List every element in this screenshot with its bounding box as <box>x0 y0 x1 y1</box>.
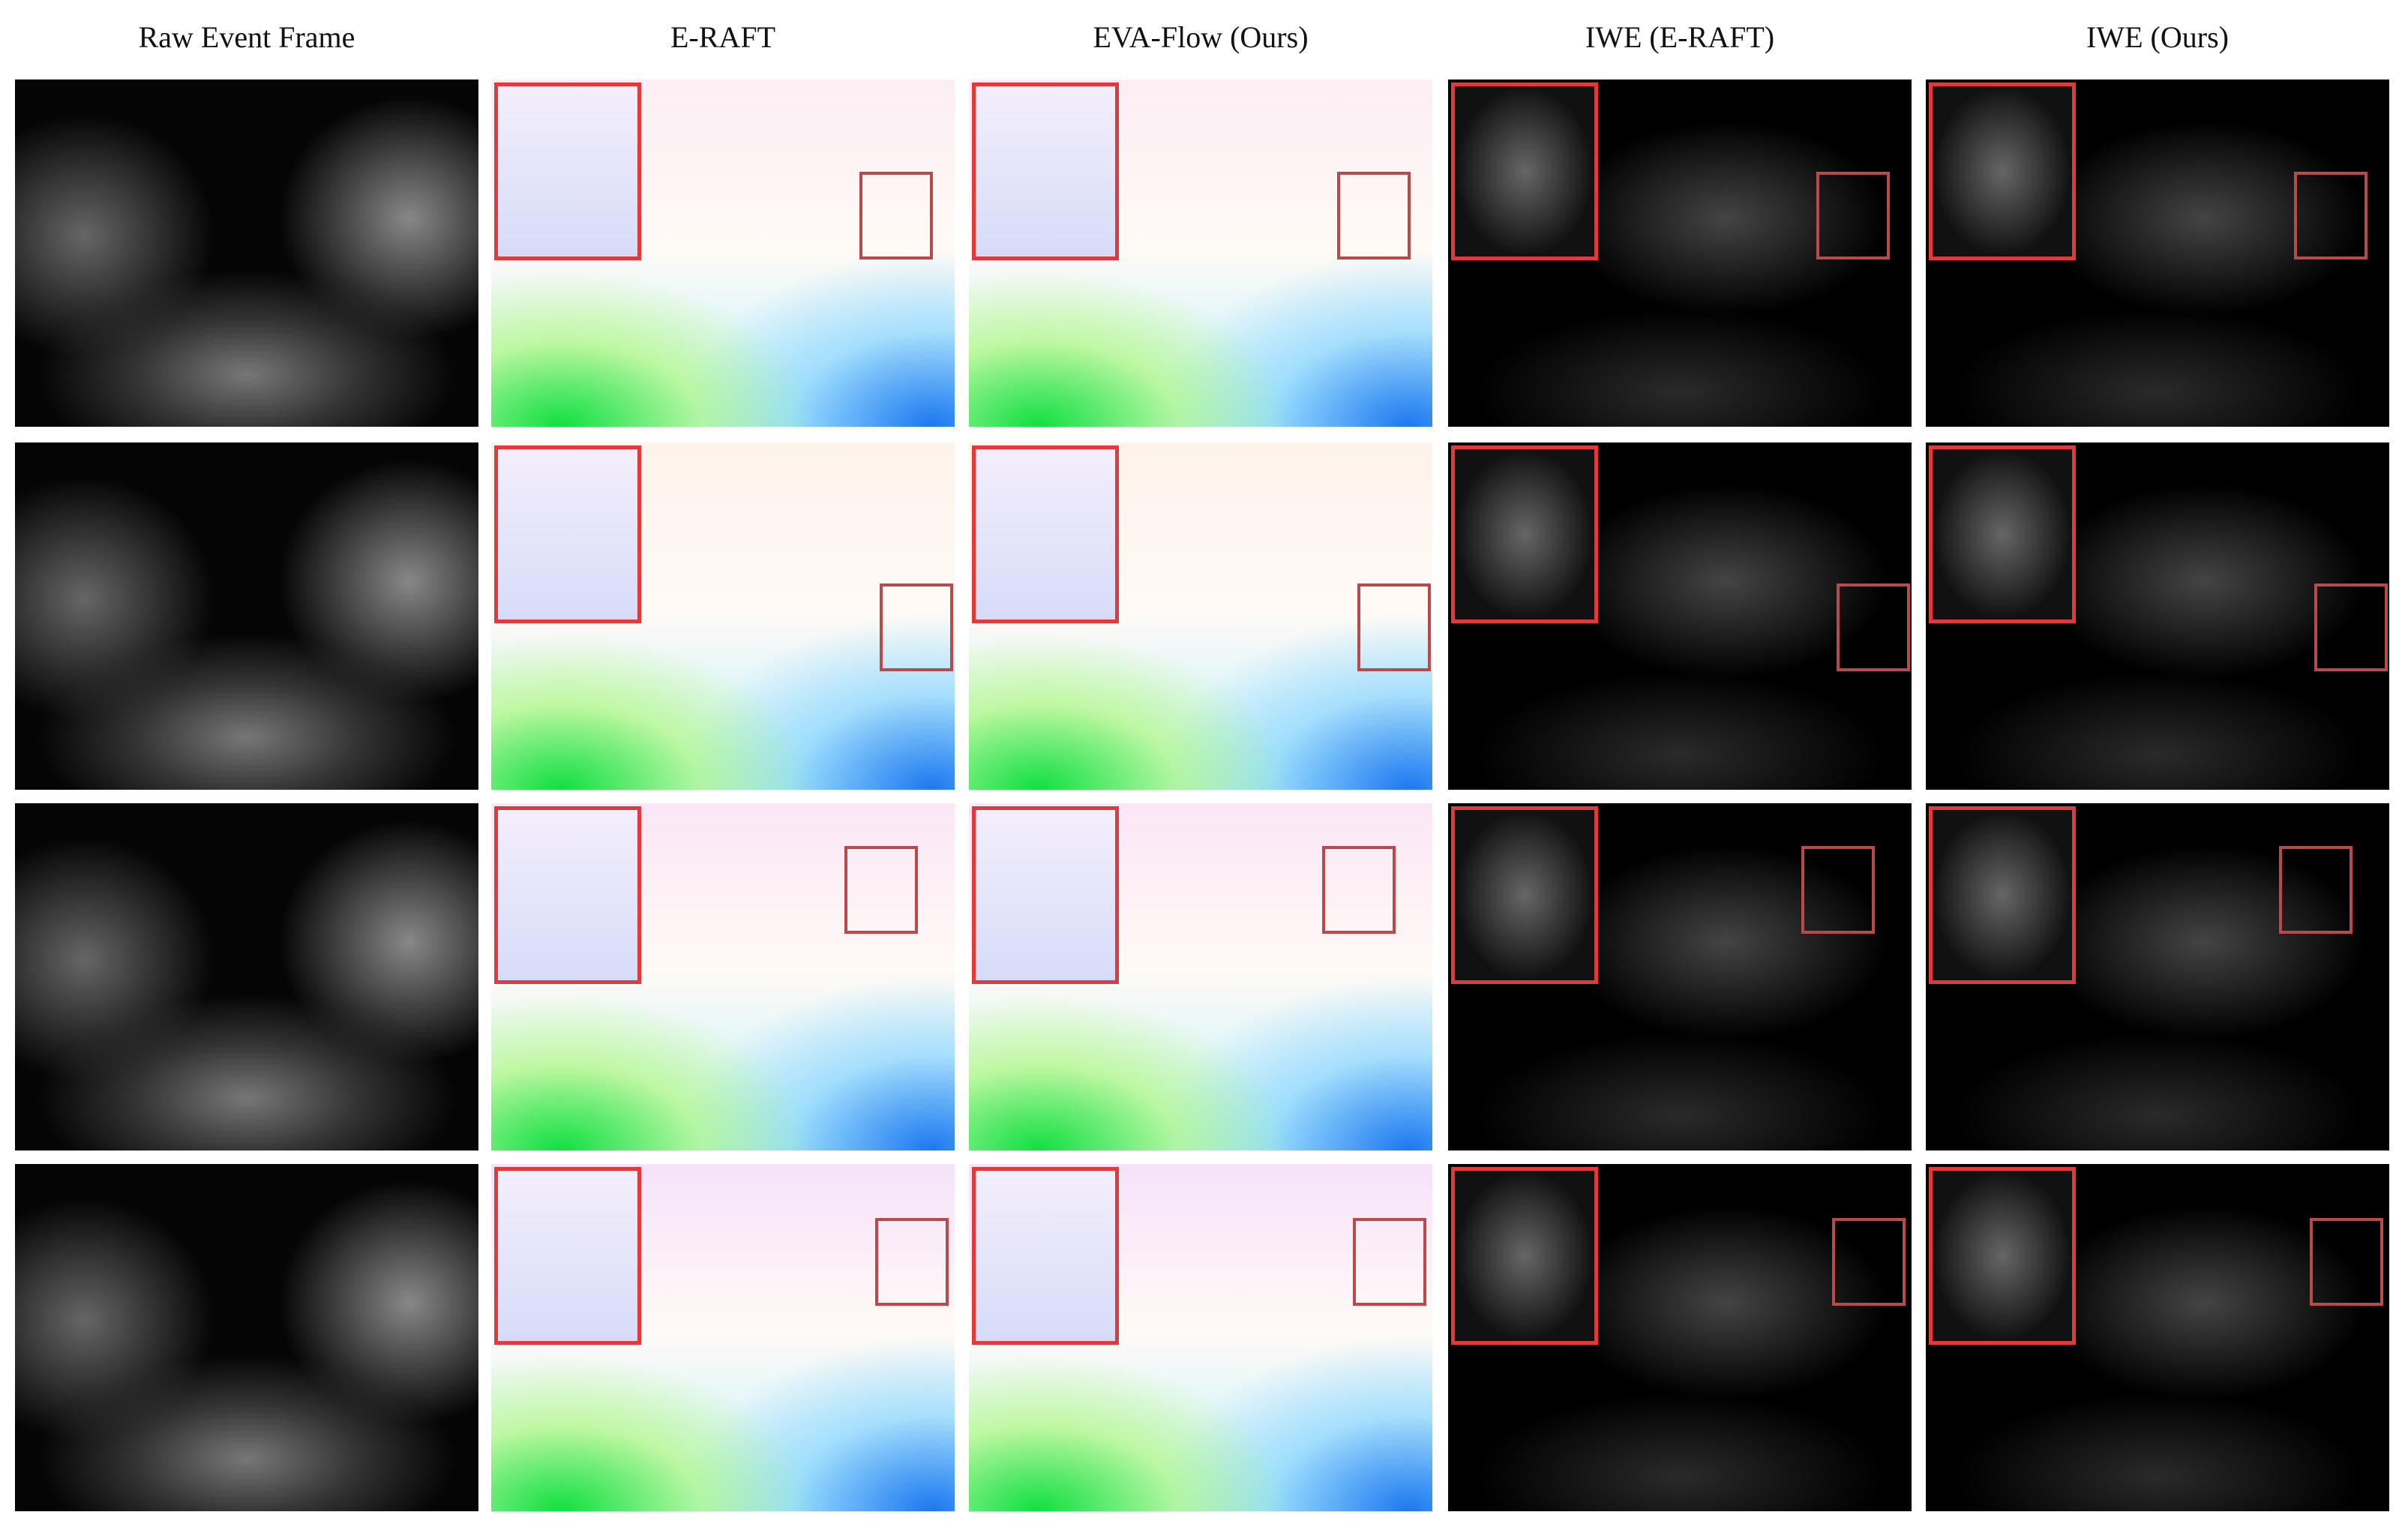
zoom-inset <box>1451 446 1598 623</box>
flow-map <box>491 442 955 790</box>
zoom-inset <box>1929 806 2076 984</box>
flow-map <box>969 80 1432 427</box>
zoom-region <box>1322 846 1396 934</box>
flow-map <box>491 1164 955 1511</box>
zoom-region <box>1837 584 1910 671</box>
iwe-image <box>1926 442 2389 790</box>
iwe-image <box>1448 1164 1912 1511</box>
zoom-region <box>1337 172 1411 260</box>
zoom-region <box>1801 846 1875 934</box>
flow-map <box>491 80 955 427</box>
zoom-inset <box>972 806 1119 984</box>
iwe-image <box>1448 442 1912 790</box>
zoom-region <box>1353 1218 1426 1306</box>
zoom-region <box>880 584 953 671</box>
column-header: IWE (E-RAFT) <box>1585 20 1775 54</box>
zoom-region <box>1816 172 1890 260</box>
zoom-inset <box>972 82 1119 260</box>
column-header: Raw Event Frame <box>138 20 355 54</box>
zoom-inset <box>494 1167 641 1345</box>
zoom-inset <box>1451 1167 1598 1345</box>
zoom-region <box>2310 1218 2383 1306</box>
zoom-inset <box>1929 446 2076 623</box>
zoom-region <box>1357 584 1431 671</box>
iwe-image <box>1448 80 1912 427</box>
flow-map <box>491 803 955 1150</box>
zoom-inset <box>972 446 1119 623</box>
zoom-region <box>875 1218 949 1306</box>
zoom-region <box>859 172 933 260</box>
column-header: E-RAFT <box>670 20 775 54</box>
flow-map <box>969 442 1432 790</box>
zoom-inset <box>1929 82 2076 260</box>
iwe-image <box>1926 803 2389 1150</box>
iwe-image <box>1448 803 1912 1150</box>
zoom-inset <box>1929 1167 2076 1345</box>
iwe-image <box>1926 1164 2389 1511</box>
zoom-region <box>2314 584 2388 671</box>
zoom-inset <box>494 82 641 260</box>
event-frame <box>15 1164 478 1511</box>
zoom-region <box>1832 1218 1906 1306</box>
flow-map <box>969 1164 1432 1511</box>
event-frame <box>15 80 478 427</box>
zoom-inset <box>972 1167 1119 1345</box>
column-header: IWE (Ours) <box>2086 20 2229 54</box>
event-frame <box>15 803 478 1150</box>
zoom-inset <box>494 446 641 623</box>
zoom-region <box>2294 172 2368 260</box>
iwe-image <box>1926 80 2389 427</box>
zoom-inset <box>494 806 641 984</box>
column-header: EVA-Flow (Ours) <box>1093 20 1309 54</box>
flow-map <box>969 803 1432 1150</box>
zoom-inset <box>1451 82 1598 260</box>
zoom-inset <box>1451 806 1598 984</box>
event-frame <box>15 442 478 790</box>
zoom-region <box>2279 846 2353 934</box>
zoom-region <box>844 846 918 934</box>
